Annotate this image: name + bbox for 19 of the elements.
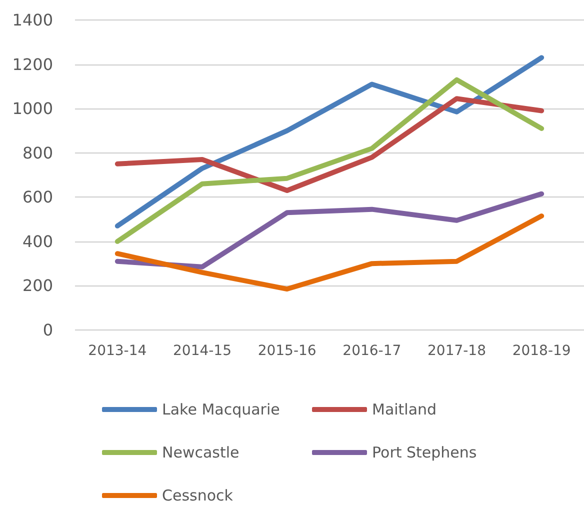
x-tick-label: 2013-14	[88, 343, 147, 359]
legend-label: Cessnock	[162, 486, 234, 504]
y-tick-label: 600	[22, 188, 53, 207]
y-tick-label: 1000	[12, 99, 53, 118]
x-tick-label: 2016-17	[342, 343, 402, 359]
x-tick-label: 2017-18	[428, 343, 486, 359]
x-tick-label: 2015-16	[258, 343, 316, 359]
legend-label: Newcastle	[162, 444, 240, 462]
y-tick-label: 200	[22, 276, 53, 296]
legend-label: Lake Macquarie	[162, 400, 280, 418]
y-tick-label: 0	[42, 320, 53, 340]
x-tick-label: 2018-19	[512, 343, 571, 359]
legend-label: Maitland	[372, 400, 437, 418]
y-tick-label: 1400	[12, 10, 53, 30]
x-tick-label: 2014-15	[173, 343, 232, 359]
y-tick-label: 400	[22, 232, 53, 251]
y-tick-label: 1200	[12, 54, 53, 74]
y-tick-label: 800	[22, 143, 53, 162]
legend-label: Port Stephens	[372, 444, 477, 462]
